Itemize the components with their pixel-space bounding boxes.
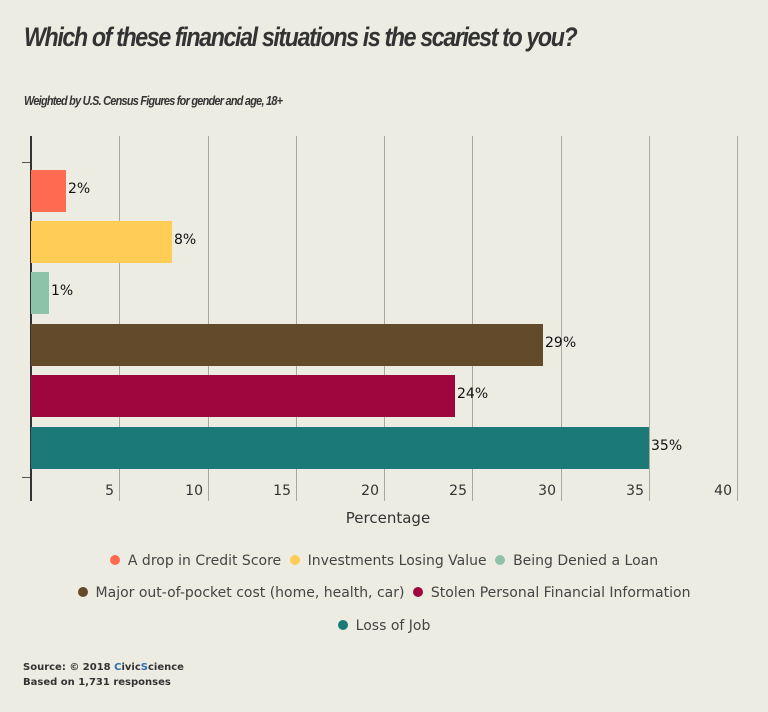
- y-axis-tick: [22, 162, 30, 163]
- x-tick-label: 10: [185, 483, 203, 499]
- gridline: [472, 136, 473, 501]
- y-axis-tick: [22, 477, 30, 478]
- x-axis-label: Percentage: [345, 509, 431, 527]
- bar[interactable]: [31, 324, 543, 366]
- chart-subtitle: Weighted by U.S. Census Figures for gend…: [24, 93, 283, 108]
- legend-item-stolen-info[interactable]: Stolen Personal Financial Information: [412, 585, 691, 601]
- source-prefix: Source: © 2018: [23, 662, 115, 673]
- legend-item-credit-score[interactable]: A drop in Credit Score: [109, 553, 282, 569]
- bar[interactable]: [31, 375, 455, 417]
- x-tick-label: 25: [449, 483, 467, 499]
- legend-label: Being Denied a Loan: [513, 553, 659, 569]
- bar-value-label: 1%: [51, 283, 74, 299]
- gridline: [296, 136, 297, 501]
- legend-dot-icon: [289, 555, 300, 565]
- x-tick-label: 35: [626, 483, 644, 499]
- legend-label: Loss of Job: [355, 618, 431, 634]
- x-tick-label: 15: [273, 483, 291, 499]
- legend-label: Investments Losing Value: [307, 553, 487, 569]
- gridline: [119, 136, 120, 501]
- legend-label: A drop in Credit Score: [127, 553, 282, 569]
- y-axis-line: [30, 136, 32, 501]
- responses-line: Based on 1,731 responses: [23, 677, 171, 688]
- legend-dot-icon: [337, 620, 348, 630]
- legend-item-out-of-pocket[interactable]: Major out-of-pocket cost (home, health, …: [77, 585, 405, 601]
- bar[interactable]: [31, 272, 49, 314]
- gridline: [649, 136, 650, 501]
- legend-item-loss-of-job[interactable]: Loss of Job: [337, 618, 431, 634]
- gridline: [737, 136, 738, 501]
- legend-row-1: A drop in Credit Score Investments Losin…: [0, 553, 768, 569]
- legend-row-2: Major out-of-pocket cost (home, health, …: [0, 585, 768, 601]
- legend-dot-icon: [412, 587, 423, 597]
- brand-text: cience: [147, 662, 184, 673]
- gridline: [561, 136, 562, 501]
- bar[interactable]: [31, 221, 172, 263]
- legend-row-3: Loss of Job: [0, 618, 768, 634]
- legend-dot-icon: [77, 587, 88, 597]
- chart-title: Which of these financial situations is t…: [24, 22, 578, 52]
- x-tick-label: 5: [105, 483, 114, 499]
- x-tick-label: 20: [361, 483, 379, 499]
- plot-area: Percentage 5 10 15 20 25 30 35 40 2% 8% 1% 29% 24% 35…: [22, 136, 738, 527]
- legend-dot-icon: [109, 555, 120, 565]
- brand-letter: C: [114, 662, 122, 673]
- bar-value-label: 24%: [457, 386, 489, 402]
- gridline: [384, 136, 385, 501]
- brand-text: ivic: [121, 662, 141, 673]
- bar[interactable]: [31, 427, 649, 469]
- x-tick-label: 40: [714, 483, 732, 499]
- legend-dot-icon: [495, 555, 506, 565]
- x-tick-label: 30: [538, 483, 556, 499]
- bar-value-label: 2%: [68, 181, 91, 197]
- gridline: [208, 136, 209, 501]
- footer: Source: © 2018 CivicScience Based on 1,7…: [23, 660, 184, 690]
- legend-label: Major out-of-pocket cost (home, health, …: [95, 585, 405, 601]
- bar-value-label: 35%: [651, 438, 683, 454]
- legend-label: Stolen Personal Financial Information: [430, 585, 691, 601]
- bar[interactable]: [31, 170, 66, 212]
- brand-letter: S: [140, 662, 148, 673]
- source-line: Source: © 2018 CivicScience: [23, 660, 184, 675]
- legend-item-denied-loan[interactable]: Being Denied a Loan: [495, 553, 658, 569]
- legend-item-investments[interactable]: Investments Losing Value: [289, 553, 487, 569]
- bar-value-label: 8%: [174, 232, 197, 248]
- bar-value-label: 29%: [545, 335, 577, 351]
